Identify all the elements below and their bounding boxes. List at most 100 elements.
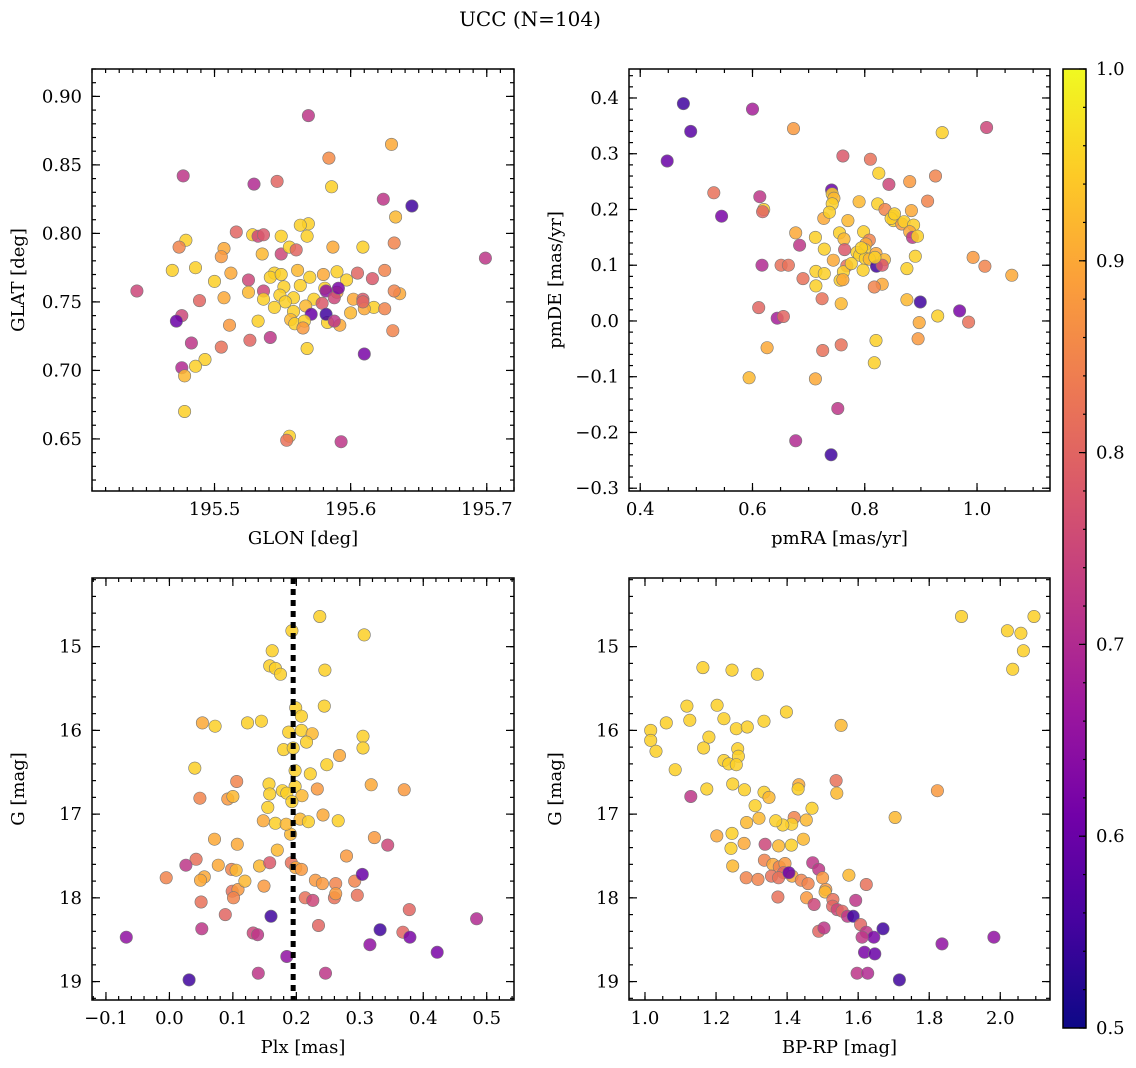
data-point [327, 314, 341, 328]
data-point [831, 401, 845, 415]
data-point [344, 306, 358, 320]
data-point [263, 270, 277, 284]
data-point [808, 230, 822, 244]
data-point [849, 893, 863, 907]
data-point [279, 817, 293, 831]
data-point [808, 372, 822, 386]
data-point [935, 126, 949, 140]
y-tick-label: 16 [596, 720, 619, 741]
data-point [310, 782, 324, 796]
data-point [376, 192, 390, 206]
data-point [888, 810, 902, 824]
data-point [188, 761, 202, 775]
data-point [255, 247, 269, 261]
data-point [367, 831, 381, 845]
x-tick-label: 2.0 [986, 1008, 1015, 1029]
x-tick-label: 0.1 [219, 1008, 248, 1029]
data-point [882, 177, 896, 191]
y-tick-label: 0.3 [590, 144, 619, 165]
data-point [954, 609, 968, 623]
data-point [748, 799, 762, 813]
data-point [791, 782, 805, 796]
data-point [261, 800, 275, 814]
data-point [817, 242, 831, 256]
data-point [740, 815, 754, 829]
data-point [817, 921, 831, 935]
data-point [329, 887, 343, 901]
data-point [334, 435, 348, 449]
x-tick-label: 195.5 [189, 499, 241, 520]
data-point [762, 790, 776, 804]
colorbar: 0.5 0.6 0.7 0.8 0.9 1.0 [1062, 59, 1125, 1039]
x-tick-label: 0.5 [472, 1008, 501, 1029]
data-point [356, 240, 370, 254]
data-point [263, 330, 277, 344]
bprp-axis-label: BP-RP [mag] [782, 1037, 897, 1058]
data-point [781, 258, 795, 272]
data-point [230, 837, 244, 851]
data-point [179, 858, 193, 872]
glon-axis-label: GLON [deg] [248, 528, 358, 549]
data-point [397, 783, 411, 797]
data-point [854, 241, 868, 255]
data-point [809, 279, 823, 293]
data-point [378, 302, 392, 316]
panel-plx-g: −0.1 0.0 0.1 0.2 0.3 0.4 0.5 15 16 17 18 19 Plx [mas… [8, 577, 515, 1058]
y-tick-label: 17 [596, 804, 619, 825]
data-point [330, 265, 344, 279]
plx-axis-label: Plx [mas] [261, 1037, 346, 1058]
data-point [725, 826, 739, 840]
data-point [707, 186, 721, 200]
y-tick-label: 0.80 [42, 223, 82, 244]
data-point [189, 852, 203, 866]
data-point [389, 210, 403, 224]
data-point [303, 270, 317, 284]
data-point [214, 250, 228, 264]
x-tick-label: 0.0 [155, 1008, 184, 1029]
data-point [789, 226, 803, 240]
data-point [159, 871, 173, 885]
x-tick-label: 1.6 [844, 1008, 873, 1029]
data-point [700, 782, 714, 796]
data-point [769, 814, 783, 828]
data-point [752, 811, 766, 825]
data-point [315, 296, 329, 310]
data-point [829, 774, 843, 788]
data-point [172, 240, 186, 254]
y-tick-label: 0.85 [42, 155, 82, 176]
data-point [725, 663, 739, 677]
data-point [386, 324, 400, 338]
data-point [363, 938, 377, 952]
data-point [208, 832, 222, 846]
data-point [855, 930, 869, 944]
x-tick-label: 195.6 [325, 499, 377, 520]
data-point [251, 966, 265, 980]
colorbar-tick-label: 0.9 [1096, 251, 1125, 272]
data-point [715, 209, 729, 223]
colorbar-tick-label: 1.0 [1096, 59, 1125, 80]
pmra-axis-label: pmRA [mas/yr] [771, 528, 908, 549]
data-point [280, 433, 294, 447]
scatter-points [660, 97, 1019, 462]
data-point [303, 767, 317, 781]
data-point [726, 859, 740, 873]
data-point [872, 166, 886, 180]
data-point [771, 890, 785, 904]
data-point [315, 877, 329, 891]
data-point [293, 278, 307, 292]
data-point [211, 858, 225, 872]
data-point [242, 285, 256, 299]
panel-glon-glat: 195.5 195.6 195.7 0.65 0.70 0.75 0.80 0.85 0.90 G… [8, 68, 515, 549]
g-axis-label: G [mag] [545, 752, 566, 825]
data-point [326, 240, 340, 254]
data-point [921, 194, 935, 208]
data-point [274, 229, 288, 243]
data-point [318, 663, 332, 677]
data-point [322, 151, 336, 165]
data-point [903, 175, 917, 189]
data-point [278, 295, 292, 309]
data-point [169, 314, 183, 328]
data-point [178, 369, 192, 383]
data-point [384, 137, 398, 151]
